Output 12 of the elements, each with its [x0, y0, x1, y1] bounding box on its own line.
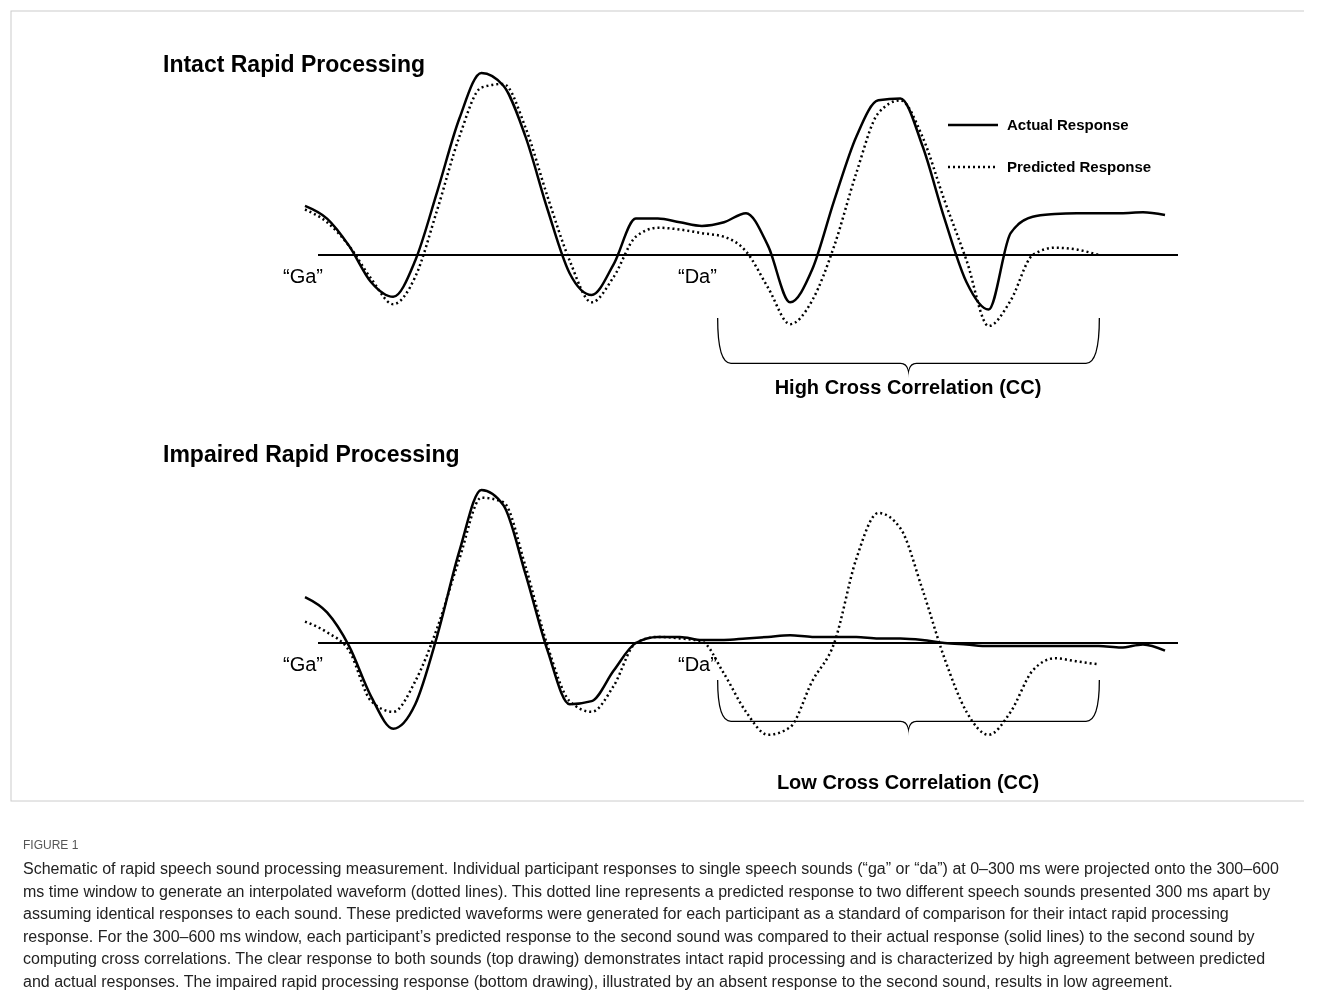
legend-label: Actual Response: [1007, 116, 1129, 133]
annotation: “Da”: [678, 653, 717, 675]
annotation: “Ga”: [283, 265, 323, 287]
text: Schematic of rapid speech sound processing measurement. Individual participant responses to single speech sounds (“ga” or “da”) at 0–300 ms were projected onto the 300–600 ms time window to generate an interpolated waveform (dotted lines). This dotted line represents a predicted response to two different speech sounds presented 300 ms apart by assuming identical responses to each sound. These predicted waveforms were generated for each participant as a standard of comparison for their intact rapid processing response. For the 300–600 ms window, each participant’s predicted response to the second sound was compared to their actual response (solid lines) to the second sound by computing cross correlations. The clear response to both sounds (top drawing) demonstrates intact rapid processing and is characterized by high agreement between predicted and actual responses. The impaired rapid processing response (bottom drawing), illustrated by an absent response to the second sound, results in low agreement.: [23, 859, 1280, 992]
legend-label: Predicted Response: [1007, 158, 1152, 175]
annotation: “Ga”: [283, 653, 323, 675]
text: High Cross Correlation (CC): [774, 376, 1042, 398]
text: Low Cross Correlation (CC): [776, 771, 1040, 793]
annotation: “Da”: [678, 265, 717, 287]
caption: FIGURE 1: [23, 838, 80, 852]
chart-title: Impaired Rapid Processing: [163, 441, 460, 467]
chart-title: Intact Rapid Processing: [163, 51, 426, 77]
